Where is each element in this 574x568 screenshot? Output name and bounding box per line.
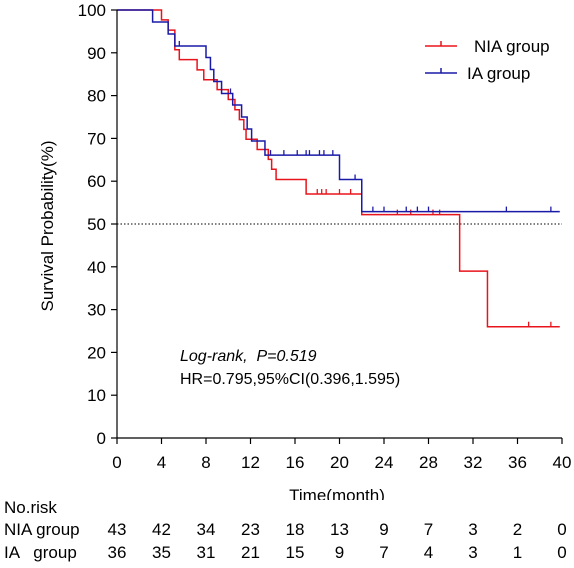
legend: NIA group IA group xyxy=(425,37,550,83)
risk-count: 9 xyxy=(379,520,389,539)
logrank-annotation: Log-rank, P=0.519 xyxy=(180,348,317,365)
risk-count: 9 xyxy=(334,543,345,562)
y-tick-label: 60 xyxy=(87,172,106,191)
risk-count: 3 xyxy=(468,520,478,539)
km-curve-nia-group xyxy=(117,9,560,328)
risk-count: 1 xyxy=(512,543,523,562)
x-tick-label: 0 xyxy=(112,453,121,472)
y-tick-label: 10 xyxy=(87,386,106,405)
x-tick-label: 4 xyxy=(157,453,166,472)
risk-count: 2 xyxy=(512,520,523,539)
x-tick-label: 28 xyxy=(419,453,438,472)
x-tick-label: 20 xyxy=(330,453,349,472)
y-tick-label: 20 xyxy=(87,343,106,362)
y-tick-label: 90 xyxy=(87,44,106,63)
risk-count: 35 xyxy=(152,543,171,562)
y-tick-label: 80 xyxy=(87,87,106,106)
x-tick-label: 12 xyxy=(241,453,260,472)
y-tick-label: 30 xyxy=(87,301,106,320)
risk-count: 34 xyxy=(196,520,216,539)
risk-count: 36 xyxy=(107,543,127,562)
risk-count: 0 xyxy=(557,543,567,562)
y-tick-label: 0 xyxy=(97,429,106,448)
risk-table-title: No.risk xyxy=(4,498,57,517)
legend-label-nia: NIA group xyxy=(474,37,550,56)
legend-label-ia: IA group xyxy=(467,64,530,83)
y-tick-label: 100 xyxy=(78,1,106,20)
risk-count: 15 xyxy=(285,543,305,562)
risk-count: 7 xyxy=(423,520,434,539)
risk-row: NIA group 43 42 34 23 18 13 9 7 3 2 0 xyxy=(0,520,574,544)
risk-count: 21 xyxy=(241,543,260,562)
risk-row-label: NIA group xyxy=(4,520,80,539)
y-tick-label: 50 xyxy=(87,215,106,234)
x-tick-label: 32 xyxy=(464,453,483,472)
y-tick-label: 70 xyxy=(87,129,106,148)
hr-annotation: HR=0.795,95%CI(0.396,1.595) xyxy=(180,371,400,388)
y-axis-label: Survival Probability(%) xyxy=(38,141,57,312)
risk-row-label: IA group xyxy=(4,543,77,562)
risk-count: 18 xyxy=(285,520,305,539)
risk-count: 3 xyxy=(468,543,478,562)
x-tick-label: 24 xyxy=(375,453,394,472)
y-tick-label: 40 xyxy=(87,258,106,277)
x-axis-label: Time(month) xyxy=(289,486,385,500)
risk-count: 13 xyxy=(330,520,349,539)
risk-count: 0 xyxy=(557,520,567,539)
risk-count: 7 xyxy=(379,543,389,562)
km-curve-ia-group xyxy=(117,9,560,213)
x-tick-label: 36 xyxy=(508,453,527,472)
risk-count: 43 xyxy=(107,520,127,539)
x-tick-label: 16 xyxy=(286,453,305,472)
risk-count: 31 xyxy=(196,543,216,562)
risk-row: IA group 36 35 31 21 15 9 7 4 3 1 0 xyxy=(0,543,574,567)
survival-chart: 0 10 20 30 40 50 60 70 80 90 100 0 4 8 12 16 20 24 28 32 36 4… xyxy=(38,1,572,500)
risk-count: 4 xyxy=(423,543,434,562)
risk-count: 23 xyxy=(241,520,260,539)
risk-count: 42 xyxy=(152,520,171,539)
x-tick-label: 8 xyxy=(201,453,210,472)
x-tick-label: 40 xyxy=(553,453,572,472)
